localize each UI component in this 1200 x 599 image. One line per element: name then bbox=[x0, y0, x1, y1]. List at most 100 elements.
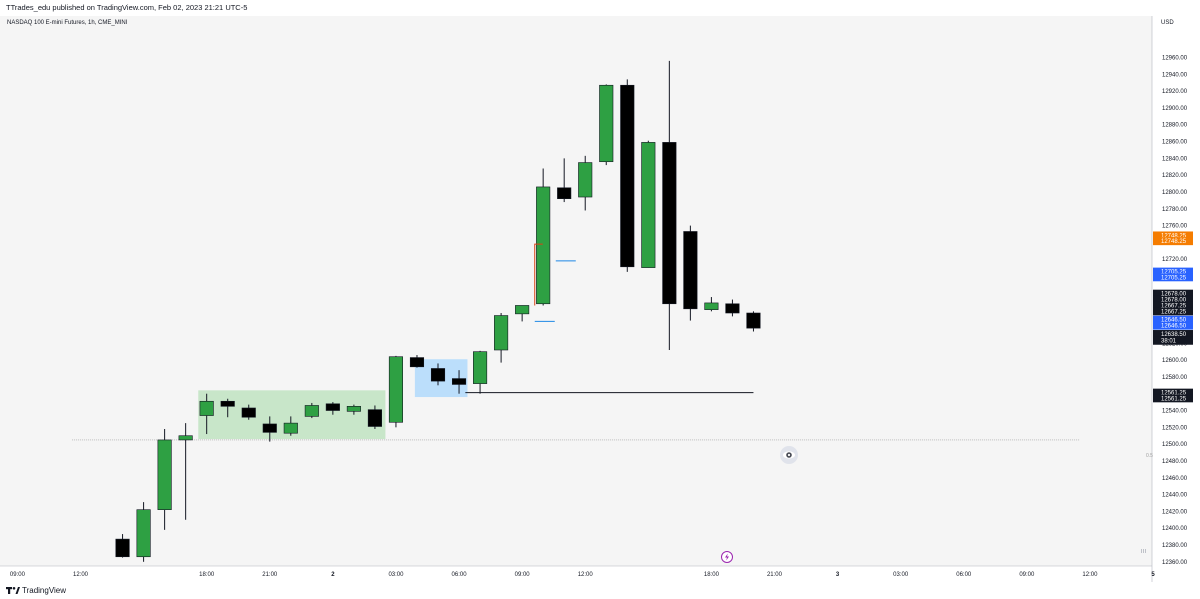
price-label-bg bbox=[1153, 295, 1193, 304]
price-label: 12561.25 bbox=[1153, 388, 1193, 397]
candle-body bbox=[220, 400, 235, 407]
y-tick-label: 12400.00 bbox=[1162, 526, 1188, 532]
eye-icon[interactable] bbox=[780, 446, 798, 464]
candle-body bbox=[704, 302, 719, 310]
candle-body bbox=[683, 231, 698, 310]
price-label: 12667.25 bbox=[1153, 301, 1193, 310]
candle-0 bbox=[115, 534, 130, 558]
level-label: 0.5 bbox=[1146, 453, 1153, 459]
x-tick-label: 06:00 bbox=[956, 572, 972, 578]
price-label-bg bbox=[1153, 330, 1193, 339]
footer-brand: TradingView bbox=[22, 586, 67, 595]
x-tick-label: 3 bbox=[836, 572, 840, 578]
y-tick-label: 12800.00 bbox=[1162, 190, 1188, 196]
candle-28 bbox=[704, 297, 719, 312]
candle-body bbox=[578, 162, 593, 198]
x-ticks-layer: 09:00 12:00 18:00 21:00 2 03:00 06:00 09:00 12:0… bbox=[10, 572, 1155, 578]
candle-22 bbox=[578, 155, 593, 211]
price-label-bg bbox=[1153, 237, 1193, 246]
candle-body bbox=[451, 378, 467, 385]
settings-dots-icon[interactable] bbox=[1141, 549, 1146, 553]
plot-area[interactable] bbox=[0, 16, 1152, 566]
candle-5 bbox=[220, 398, 235, 418]
candle-body bbox=[430, 368, 446, 382]
price-label: 12638.50 bbox=[1153, 330, 1193, 339]
price-label: 12705.25 bbox=[1153, 267, 1193, 276]
x-tick-label: 18:00 bbox=[199, 572, 215, 578]
candle-body bbox=[746, 312, 761, 329]
candle-19 bbox=[515, 305, 530, 322]
price-label-text: 12667.25 bbox=[1161, 303, 1187, 309]
candle-body bbox=[283, 422, 298, 434]
price-label-bg bbox=[1153, 267, 1193, 276]
candle-body bbox=[557, 187, 572, 200]
candle-body bbox=[262, 423, 277, 433]
price-label: 12667.25 bbox=[1153, 307, 1193, 316]
candle-body bbox=[157, 439, 172, 510]
candle-17 bbox=[473, 350, 488, 394]
x-tick-label: 21:00 bbox=[262, 572, 278, 578]
symbol-title: NASDAQ 100 E-mini Futures, 1h, CME_MINI bbox=[7, 20, 128, 26]
price-label-text: 12646.50 bbox=[1161, 324, 1187, 330]
candle-body bbox=[136, 509, 151, 558]
candlestick-chart[interactable]: NASDAQ 100 E-mini Futures, 1h, CME_MINI … bbox=[0, 16, 1200, 582]
candles-layer bbox=[115, 60, 761, 562]
candle-8 bbox=[283, 416, 298, 436]
price-label-text: 12748.25 bbox=[1161, 239, 1187, 245]
candle-body bbox=[641, 142, 656, 268]
price-label-bg bbox=[1153, 289, 1193, 298]
candle-13 bbox=[388, 355, 404, 428]
price-label: 38:01 bbox=[1153, 336, 1193, 345]
y-tick-label: 12820.00 bbox=[1162, 173, 1188, 179]
price-label-text: 12638.50 bbox=[1161, 332, 1187, 338]
candle-body bbox=[388, 356, 404, 423]
price-label-bg bbox=[1153, 231, 1193, 240]
candle-26 bbox=[662, 60, 677, 350]
publish-header: TTrades_edu published on TradingView.com… bbox=[0, 0, 1200, 16]
x-tick-label: 21:00 bbox=[767, 572, 783, 578]
x-tick-label: 12:00 bbox=[1082, 572, 1098, 578]
candle-body bbox=[515, 305, 530, 315]
candle-body bbox=[178, 435, 193, 441]
time-axis[interactable] bbox=[0, 566, 1152, 582]
candle-body bbox=[304, 405, 319, 417]
candle-body bbox=[599, 84, 614, 163]
price-label-text: 12705.25 bbox=[1161, 275, 1187, 281]
y-tick-label: 12580.00 bbox=[1162, 375, 1188, 381]
candle-body bbox=[536, 186, 551, 305]
x-tick-label: 12:00 bbox=[578, 572, 594, 578]
candle-25 bbox=[641, 140, 656, 268]
candle-18 bbox=[494, 313, 509, 363]
candle-14 bbox=[409, 355, 425, 368]
y-tick-label: 12380.00 bbox=[1162, 543, 1188, 549]
red-tick bbox=[534, 243, 543, 306]
annotations-layer bbox=[534, 243, 576, 322]
price-label: 12705.25 bbox=[1153, 273, 1193, 282]
y-tick-label: 12520.00 bbox=[1162, 425, 1188, 431]
candle-11 bbox=[346, 404, 361, 415]
footer: TradingView bbox=[0, 582, 1200, 599]
candle-20 bbox=[536, 168, 551, 306]
candle-16 bbox=[451, 370, 467, 394]
price-label: 12748.25 bbox=[1153, 231, 1193, 240]
y-tick-label: 12360.00 bbox=[1162, 560, 1188, 566]
candle-1 bbox=[136, 502, 151, 562]
price-label-bg bbox=[1153, 388, 1193, 397]
candle-15 bbox=[430, 363, 446, 386]
y-tick-label: 12780.00 bbox=[1162, 207, 1188, 213]
y-tick-label: 12860.00 bbox=[1162, 140, 1188, 146]
lightning-icon[interactable] bbox=[721, 551, 733, 563]
price-label-bg bbox=[1153, 336, 1193, 345]
candle-9 bbox=[304, 402, 319, 419]
price-label-text: 12561.25 bbox=[1161, 391, 1187, 397]
price-label-text: 12705.25 bbox=[1161, 270, 1187, 276]
y-tick-label: 12880.00 bbox=[1162, 123, 1188, 129]
price-label: 12646.50 bbox=[1153, 315, 1193, 324]
y-tick-label: 12900.00 bbox=[1162, 106, 1188, 112]
x-tick-label: 03:00 bbox=[893, 572, 909, 578]
candle-body bbox=[409, 357, 425, 368]
candle-body bbox=[367, 409, 382, 427]
candle-10 bbox=[325, 402, 340, 415]
chart-frame[interactable]: NASDAQ 100 E-mini Futures, 1h, CME_MINI … bbox=[0, 16, 1200, 582]
